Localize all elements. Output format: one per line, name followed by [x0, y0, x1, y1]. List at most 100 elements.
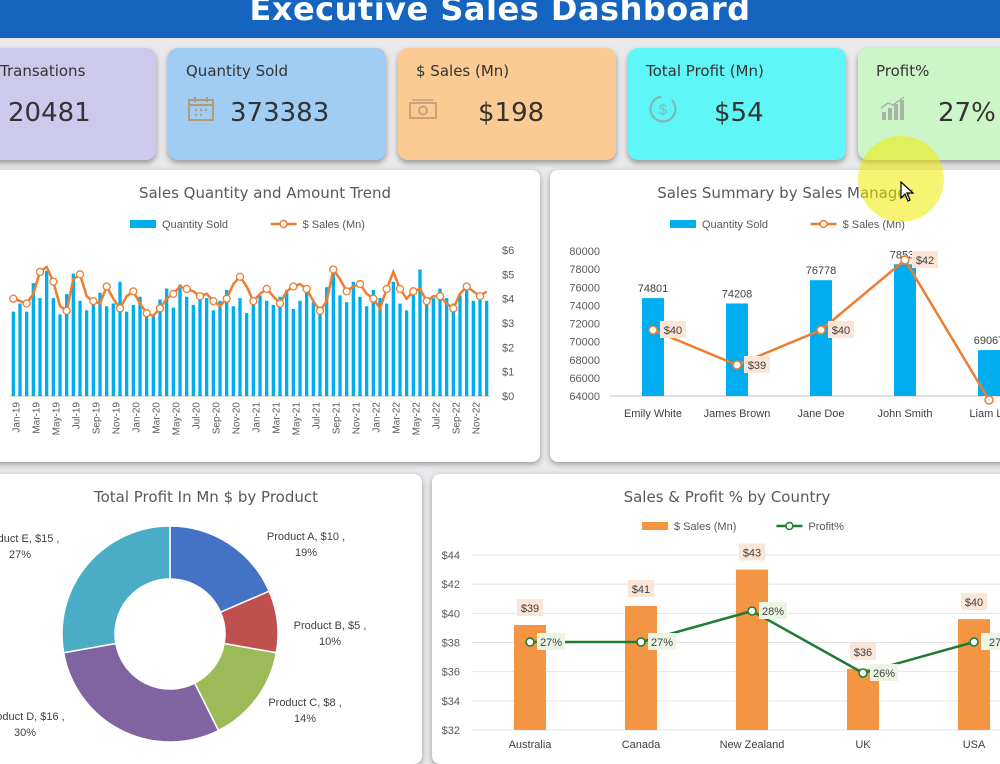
- data-label: 27%: [540, 637, 562, 649]
- data-label: $39: [748, 360, 766, 372]
- x-tick-label: USA: [963, 739, 986, 751]
- y-tick-label: 72000: [569, 319, 600, 331]
- quantity-bar: [71, 273, 75, 396]
- quantity-bar: [31, 283, 35, 396]
- data-label: $41: [632, 584, 650, 596]
- data-label: 27: [989, 637, 1000, 649]
- quantity-bar: [38, 298, 42, 396]
- x-tick-label: Mar-19: [32, 402, 43, 434]
- chart-title: Sales & Profit % by Country: [623, 488, 831, 506]
- quantity-bar: [810, 280, 832, 396]
- quantity-bar: [458, 295, 462, 396]
- quantity-bar: [165, 288, 169, 396]
- data-label: 74208: [722, 288, 753, 300]
- x-tick-label: Sep-21: [332, 402, 343, 435]
- y-tick-label: $42: [442, 579, 460, 591]
- quantity-bar: [238, 298, 242, 396]
- data-label-box: [850, 642, 876, 660]
- x-tick-label: Liam Le: [969, 408, 1000, 420]
- product-profit-panel: Total Profit In Mn $ by Product Product …: [0, 474, 422, 764]
- kpi-card-transactions[interactable]: Transations 20481: [0, 48, 156, 160]
- data-label: $39: [521, 603, 539, 615]
- sales-point: [315, 306, 325, 315]
- quantity-bar: [411, 287, 415, 396]
- quantity-bar: [331, 266, 335, 396]
- quantity-bar: [105, 306, 109, 396]
- data-label-box: [628, 580, 654, 598]
- x-tick-label: Jan-22: [372, 402, 383, 433]
- kpi-label: $ Sales (Mn): [416, 62, 510, 80]
- data-label-box: [537, 633, 565, 650]
- sales-point: [49, 277, 58, 286]
- quantity-bar: [78, 300, 82, 396]
- dashboard-banner: Executive Sales Dashboard: [0, 0, 1000, 38]
- y-tick-label: $2: [502, 342, 514, 354]
- x-tick-label: James Brown: [704, 408, 771, 420]
- trend-chart: Quantity Sold $ Sales (Mn) $0 $1 $2 $3 $4 $5 $6 J…: [9, 219, 514, 436]
- x-tick-label: Jul-20: [192, 402, 203, 430]
- legend-label: $ Sales (Mn): [843, 219, 905, 231]
- sales-point: [235, 272, 245, 281]
- quantity-bar: [398, 303, 402, 396]
- kpi-card-quantity-sold[interactable]: Quantity Sold 373383: [168, 48, 386, 160]
- x-tick-label: Sep-19: [92, 402, 103, 435]
- sales-point: [422, 296, 431, 306]
- kpi-label: Profit%: [876, 62, 930, 80]
- y-tick-label: $3: [502, 318, 514, 330]
- donut-slice: [62, 642, 220, 743]
- quantity-bar: [138, 296, 142, 396]
- quantity-bar: [198, 295, 202, 396]
- quantity-bar: [131, 304, 135, 396]
- quantity-bar: [478, 292, 482, 396]
- sales-point: [342, 287, 351, 296]
- data-label: $36: [854, 647, 872, 659]
- quantity-bar: [85, 310, 89, 396]
- kpi-card-total-profit[interactable]: Total Profit (Mn) $ $54: [628, 48, 846, 160]
- x-tick-label: Jul-21: [312, 402, 323, 430]
- y-tick-label: 78000: [569, 264, 600, 276]
- quantity-bar: [358, 296, 362, 396]
- quantity-bar: [25, 311, 29, 396]
- quantity-bar: [258, 295, 262, 396]
- quantity-bar: [91, 300, 95, 396]
- sales-point: [275, 299, 285, 308]
- data-label: $43: [743, 548, 761, 560]
- data-label-box: [744, 356, 770, 373]
- quantity-bar: [58, 314, 62, 396]
- data-label: $42: [916, 255, 934, 267]
- data-label-box: [660, 321, 686, 338]
- quantity-bar: [151, 314, 155, 396]
- profit-point: [969, 637, 979, 647]
- quantity-bar: [405, 310, 409, 396]
- cash-icon: [409, 99, 437, 119]
- kpi-value: $198: [478, 98, 545, 128]
- trend-chart-panel: Sales Quantity and Amount Trend Quantity…: [0, 170, 540, 462]
- y-tick-label: 66000: [569, 373, 600, 385]
- sales-point: [648, 325, 658, 335]
- quantity-bar: [351, 281, 355, 396]
- kpi-label: Transations: [0, 62, 86, 80]
- chart-title: Total Profit In Mn $ by Product: [93, 488, 319, 506]
- profit-point: [858, 668, 868, 678]
- sales-point: [395, 284, 405, 294]
- y-tick-label: $6: [502, 245, 514, 257]
- kpi-card-sales[interactable]: $ Sales (Mn) $198: [398, 48, 616, 160]
- quantity-bar: [285, 289, 289, 396]
- sales-point: [9, 294, 18, 303]
- quantity-bar: [365, 306, 369, 396]
- data-label-box: [648, 633, 676, 650]
- quantity-bar: [445, 298, 449, 396]
- country-chart-panel: Sales & Profit % by Country $ Sales (Mn)…: [432, 474, 1000, 764]
- calendar-icon: [188, 97, 214, 121]
- kpi-card-profit-percent[interactable]: Profit% 27%: [858, 48, 1000, 160]
- sales-point: [449, 304, 458, 313]
- quantity-bar: [111, 303, 115, 396]
- quantity-bar: [431, 298, 435, 396]
- y-tick-label: 64000: [569, 391, 600, 403]
- quantity-bar: [51, 298, 55, 396]
- x-tick-label: May-21: [292, 402, 303, 436]
- quantity-bar: [191, 304, 195, 396]
- x-tick-label: May-19: [52, 402, 63, 436]
- quantity-bar: [485, 300, 489, 396]
- slice-label: Product B, $5 ,: [294, 620, 367, 632]
